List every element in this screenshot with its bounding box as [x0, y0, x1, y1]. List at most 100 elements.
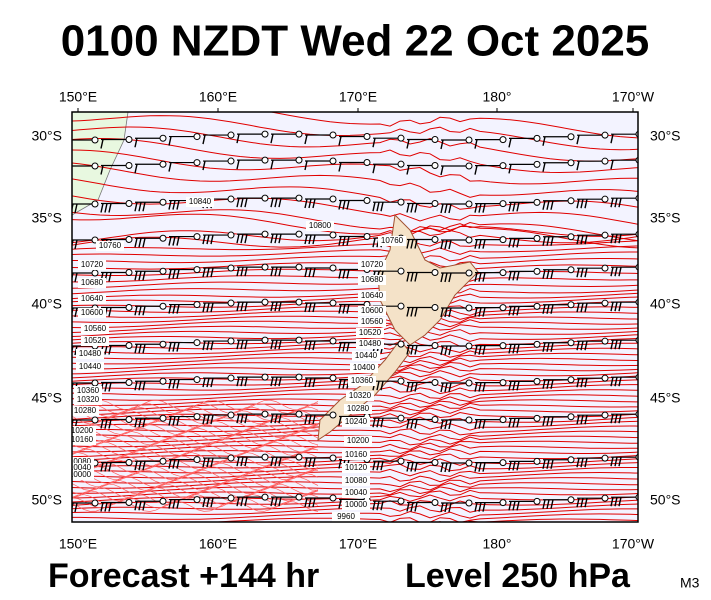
barb-feather: [172, 236, 176, 246]
barb-feather: [172, 342, 176, 352]
barb-station: [91, 269, 99, 277]
barb-feather: [176, 379, 180, 389]
barb-feather: [576, 458, 580, 468]
barb-feather: [478, 272, 482, 282]
barb-feather: [542, 416, 546, 426]
barb-feather: [304, 198, 308, 209]
lon-label: 180°: [483, 536, 512, 552]
barb-feather: [546, 236, 550, 246]
barb-feather: [550, 304, 554, 314]
contour-label-box: [186, 197, 214, 207]
barb-feather: [584, 199, 588, 209]
barb-feather: [346, 236, 350, 246]
barb-feather: [576, 235, 580, 245]
barb-feather: [380, 418, 384, 428]
barb-station: [431, 303, 439, 311]
barb-feather: [508, 238, 512, 248]
barb-feather: [542, 379, 546, 389]
barb-feather: [278, 376, 282, 387]
barb-feather: [410, 462, 414, 472]
level-label: Level 250 hPa: [405, 557, 631, 595]
barb-station: [397, 302, 405, 310]
contour-label-box: [342, 488, 370, 498]
contour-label-box: [72, 470, 94, 480]
barb-station: [499, 499, 507, 507]
barb-station: [295, 130, 303, 138]
contour-label-box: [74, 386, 102, 396]
barb-feather: [610, 267, 614, 277]
barb-feather: [134, 138, 138, 148]
barb-station: [329, 411, 337, 419]
barb-feather: [172, 304, 176, 314]
barb-feather: [172, 459, 176, 469]
barb-feather: [576, 199, 580, 209]
barb-feather: [410, 203, 414, 213]
barb-feather: [206, 457, 210, 468]
contour-label-box: [78, 294, 106, 304]
contour-label: 10240: [345, 417, 368, 426]
barb-station: [125, 416, 133, 424]
barb-feather: [176, 236, 180, 246]
barb-feather: [580, 235, 584, 245]
barb-feather: [338, 379, 342, 389]
barb-feather: [304, 302, 308, 313]
barb-feather: [138, 501, 142, 511]
barb-feather: [308, 457, 312, 468]
barb-feather: [138, 202, 142, 212]
barb-feather: [372, 418, 376, 428]
barb-feather: [406, 165, 410, 175]
barb-station: [533, 340, 541, 348]
lat-label: 45°S: [650, 390, 681, 406]
barb-feather: [274, 233, 278, 244]
barb-feather: [338, 162, 342, 172]
barb-station: [193, 301, 201, 309]
barb-feather: [138, 306, 142, 316]
barb-feather: [584, 415, 588, 425]
barb-feather: [576, 303, 580, 313]
contour-label-box: [348, 376, 376, 386]
barb-station: [193, 496, 201, 504]
barb-feather: [206, 414, 210, 425]
barb-station: [533, 160, 541, 168]
contour-label-box: [72, 435, 96, 445]
barb-feather: [338, 269, 342, 279]
barb-station: [159, 234, 167, 242]
barb-station: [125, 200, 133, 208]
contour-label-box: [72, 406, 99, 416]
barb-feather: [512, 202, 516, 212]
barb-feather: [206, 497, 210, 508]
barb-feather: [342, 304, 346, 314]
barb-feather: [168, 136, 172, 146]
lat-label: 30°S: [31, 128, 62, 144]
barb-feather: [176, 459, 180, 469]
barb-station: [295, 230, 303, 238]
barb-feather: [312, 497, 316, 508]
barb-station: [601, 131, 609, 139]
barb-feather: [546, 200, 550, 210]
barb-station: [431, 135, 439, 143]
contour-label: 10840: [189, 197, 212, 206]
barb-feather: [244, 233, 248, 244]
barb-feather: [274, 413, 278, 424]
contour-line: [72, 430, 638, 443]
contour-label-box: [306, 221, 334, 231]
contour-label: 10440: [355, 351, 378, 360]
contour-label: 10080: [69, 457, 92, 466]
barb-feather: [440, 502, 444, 513]
barb-feather: [274, 496, 278, 507]
contour-label-box: [358, 260, 386, 270]
barb-feather: [134, 381, 138, 391]
barb-station: [329, 299, 337, 307]
barb-feather: [508, 271, 512, 281]
barb-feather: [142, 306, 146, 316]
barb-station: [533, 234, 541, 242]
contour-label-box: [358, 275, 386, 285]
contour-label: 10560: [84, 324, 107, 333]
barb-feather: [414, 239, 418, 249]
barb-feather: [512, 306, 516, 316]
barb-feather: [610, 414, 614, 424]
barb-station: [329, 374, 337, 382]
barb-feather: [410, 272, 414, 282]
barb-feather: [448, 203, 452, 214]
barb-feather: [444, 203, 448, 214]
